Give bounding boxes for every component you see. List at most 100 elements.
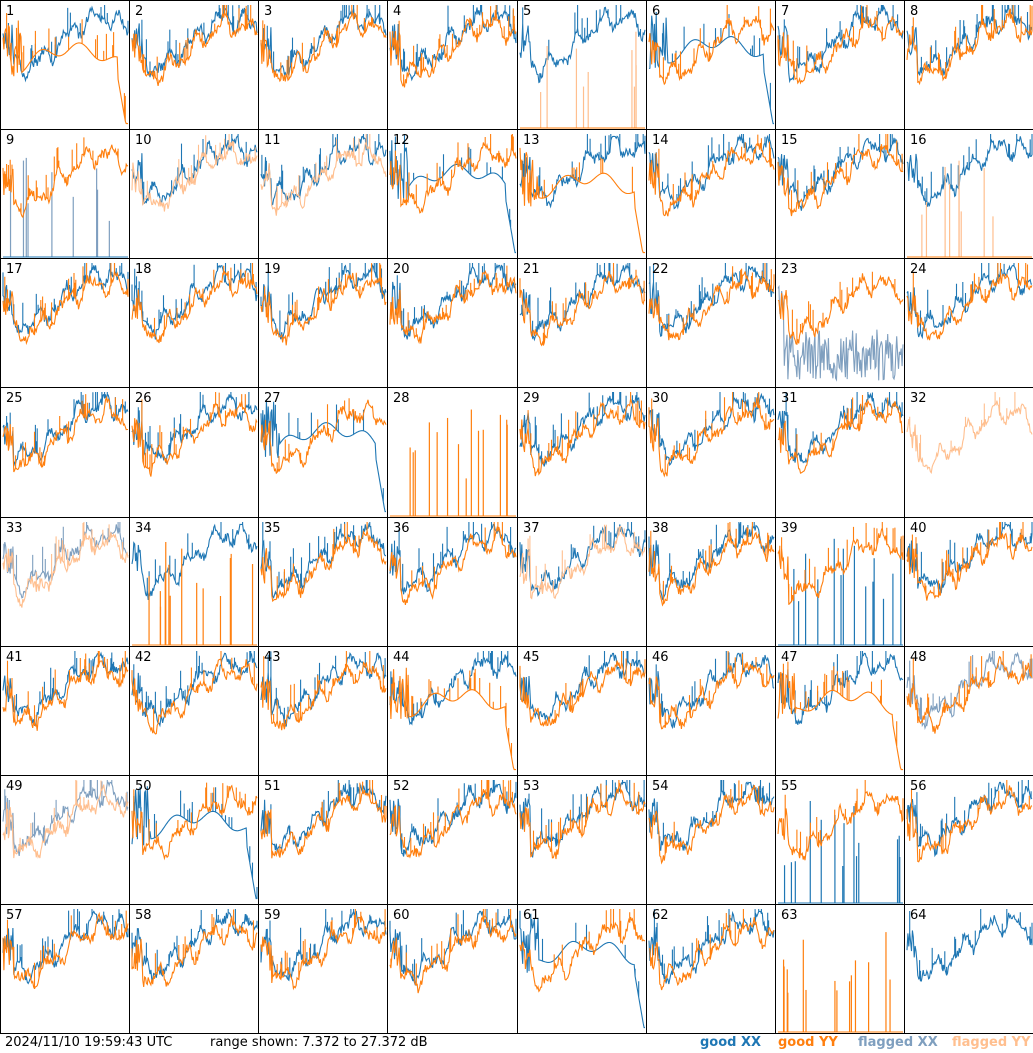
yy-series-line [519, 780, 646, 860]
panel-plot [648, 909, 775, 991]
panel-plot [2, 263, 129, 346]
panel-number: 36 [393, 521, 410, 536]
panel-number: 58 [135, 908, 152, 923]
antenna-panel-55: 55 [775, 775, 905, 905]
panel-plot [389, 134, 517, 254]
yy-series-line [777, 271, 904, 346]
antenna-panel-9: 9 [0, 129, 130, 259]
antenna-panel-3: 3 [258, 0, 388, 130]
panel-number: 37 [523, 521, 540, 536]
antenna-panel-5: 5 [517, 0, 647, 130]
panel-number: 47 [781, 650, 798, 665]
panel-plot [2, 522, 129, 608]
antenna-panel-43: 43 [258, 646, 388, 776]
xx-series-line [2, 522, 129, 599]
panel-plot [131, 392, 258, 477]
xx-series-line [906, 909, 1033, 982]
panel-number: 23 [781, 262, 798, 277]
xx-series-line [648, 392, 775, 467]
yy-series-line [260, 909, 387, 991]
yy-series-line [2, 137, 129, 219]
panel-plot [260, 134, 387, 216]
antenna-panel-35: 35 [258, 517, 388, 647]
antenna-panel-54: 54 [646, 775, 776, 905]
xx-series-line [131, 392, 258, 464]
yy-series-line [389, 265, 517, 345]
antenna-panel-50: 50 [129, 775, 259, 905]
yy-series-line [906, 780, 1033, 863]
panel-plot [2, 651, 129, 731]
antenna-panel-31: 31 [775, 387, 905, 518]
panel-plot [906, 909, 1033, 982]
panel-number: 4 [393, 4, 402, 19]
antenna-panel-20: 20 [387, 258, 518, 388]
panel-plot [519, 780, 646, 860]
panel-plot [131, 522, 258, 646]
panel-plot [2, 392, 129, 473]
panel-number: 39 [781, 521, 798, 536]
yy-series-line [519, 651, 646, 727]
panel-number: 16 [910, 133, 927, 148]
xx-series-line [131, 263, 258, 340]
antenna-panel-39: 39 [775, 517, 905, 647]
panel-number: 13 [523, 133, 540, 148]
panel-plot [906, 522, 1033, 601]
yy-series-line [260, 134, 387, 216]
legend-flagged-yy: flagged YY [952, 1035, 1031, 1050]
panel-plot [2, 137, 129, 258]
xx-series-line [131, 651, 258, 728]
panel-plot [2, 780, 129, 859]
xx-series-line [906, 134, 1033, 207]
yy-series-line [260, 5, 387, 83]
panel-number: 55 [781, 779, 798, 794]
panel-plot [131, 134, 258, 212]
panel-plot [906, 651, 1033, 734]
footer: 2024/11/10 19:59:43 UTC range shown: 7.3… [0, 1033, 1033, 1053]
panel-number: 53 [523, 779, 540, 794]
antenna-panel-34: 34 [129, 517, 259, 647]
antenna-panel-4: 4 [387, 0, 518, 130]
range-text: range shown: 7.372 to 27.372 dB [210, 1035, 428, 1050]
yy-series-line [2, 522, 129, 608]
legend-good-yy: good YY [778, 1035, 838, 1050]
yy-series-line [260, 263, 387, 346]
xx-series-line [389, 780, 517, 857]
yy-series-line [260, 522, 387, 603]
yy-series-line [906, 263, 1033, 341]
yy-series-line [777, 522, 904, 606]
panel-plot [777, 5, 904, 85]
panel-plot [389, 909, 517, 994]
panel-plot [260, 909, 387, 991]
panel-plot [131, 909, 258, 987]
panel-number: 10 [135, 133, 152, 148]
panel-number: 40 [910, 521, 927, 536]
xx-series-line [131, 909, 258, 981]
yy-series-line [2, 910, 129, 989]
yy-series-line [777, 395, 904, 474]
panel-plot [519, 263, 646, 347]
yy-series-line [131, 5, 258, 87]
yy-series-line [131, 134, 258, 212]
panel-number: 52 [393, 779, 410, 794]
panel-plot [389, 263, 517, 345]
yy-series-line [131, 909, 258, 987]
panel-number: 31 [781, 391, 798, 406]
xx-series-line [648, 651, 775, 730]
antenna-panel-44: 44 [387, 646, 518, 776]
panel-plot [648, 134, 775, 217]
panel-number: 6 [652, 4, 661, 19]
xx-series-line [519, 651, 646, 722]
panel-number: 42 [135, 650, 152, 665]
antenna-panel-6: 6 [646, 0, 776, 130]
panel-number: 19 [264, 262, 281, 277]
panel-plot [260, 263, 387, 346]
antenna-panel-25: 25 [0, 387, 130, 518]
antenna-panel-22: 22 [646, 258, 776, 388]
panel-plot [777, 522, 904, 646]
panel-number: 51 [264, 779, 281, 794]
antenna-panel-51: 51 [258, 775, 388, 905]
panel-number: 20 [393, 262, 410, 277]
panel-number: 63 [781, 908, 798, 923]
yy-series-line [519, 147, 645, 254]
yy-series-line [906, 5, 1033, 86]
